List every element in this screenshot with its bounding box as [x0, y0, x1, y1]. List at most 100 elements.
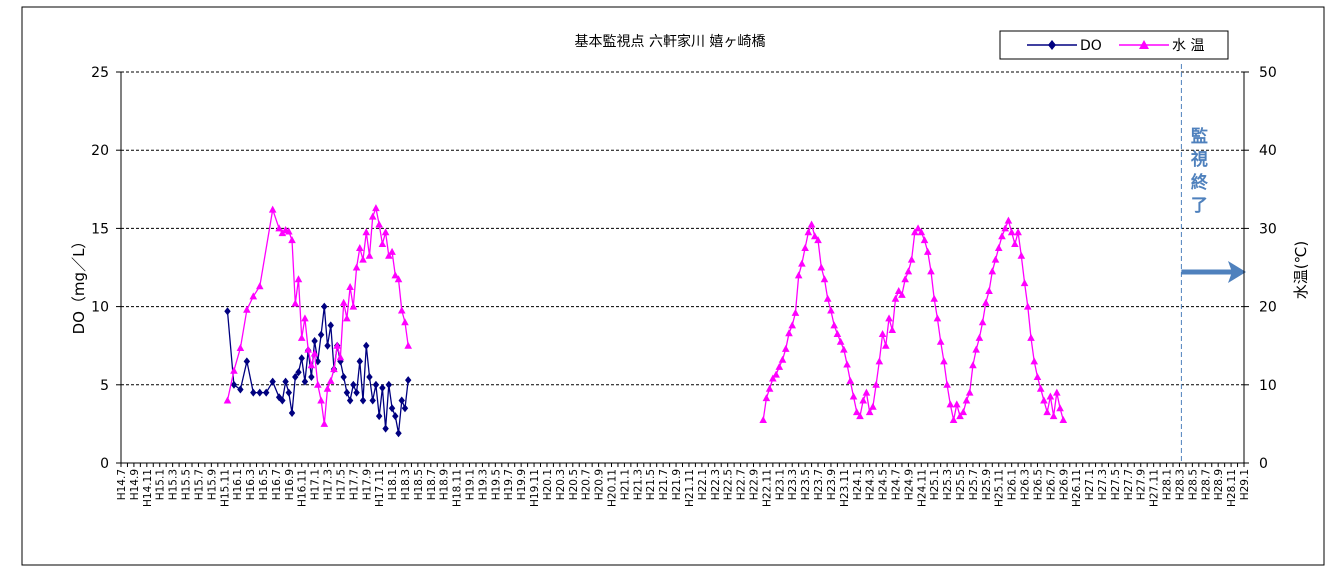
x-tick-label: H18.1 [387, 469, 399, 500]
x-tick-label: H20.5 [568, 469, 580, 500]
do-point [298, 354, 305, 363]
temp-point [904, 267, 913, 275]
temp-point [1046, 392, 1055, 400]
monitor-end-char: 視 [1190, 149, 1208, 170]
temp-point [798, 259, 806, 267]
temp-point [882, 341, 890, 349]
x-tick-label: H24.7 [890, 469, 902, 500]
y-tick-label: 20 [91, 143, 109, 159]
x-tick-label: H21.1 [619, 469, 631, 500]
temp-point [862, 388, 871, 396]
temp-point [355, 243, 364, 251]
y2-tick-label: 30 [1259, 221, 1277, 237]
temp-point [762, 394, 771, 402]
temp-point [243, 305, 251, 313]
temp-point [988, 267, 997, 275]
x-tick-label: H17.9 [361, 469, 373, 500]
x-tick-label: H28.11 [1226, 469, 1238, 507]
x-tick-label: H21.7 [658, 469, 670, 500]
x-tick-label: H17.7 [348, 469, 360, 500]
x-tick-label: H14.11 [142, 469, 154, 507]
x-tick-label: H19.3 [477, 469, 489, 500]
x-tick-label: H26.9 [1058, 469, 1070, 500]
do-point [282, 377, 289, 386]
do-point [353, 388, 360, 397]
y-tick-label: 15 [91, 221, 109, 237]
temp-point [869, 402, 877, 410]
temp-point [833, 329, 842, 337]
temp-point [875, 357, 884, 365]
temp-point [814, 236, 822, 244]
x-tick-label: H25.5 [955, 469, 967, 500]
chart-title: 基本監視点 六軒家川 嬉ヶ崎橋 [575, 33, 766, 50]
temp-point [840, 345, 848, 353]
temp-point [1033, 372, 1042, 380]
temp-point [878, 329, 887, 337]
x-tick-label: H27.7 [1123, 469, 1135, 500]
temp-point [849, 392, 858, 400]
temp-point [965, 388, 974, 396]
y2-tick-label: 40 [1259, 143, 1277, 159]
temp-point [310, 349, 319, 357]
temp-point [223, 396, 232, 404]
x-tick-label: H14.9 [129, 469, 141, 500]
temp-point [788, 321, 797, 329]
temp-point [830, 321, 838, 329]
x-tick-label: H15.5 [181, 469, 193, 500]
temp-point [781, 344, 790, 352]
temp-point [255, 282, 264, 290]
temp-point [394, 275, 403, 283]
temp-point [885, 314, 893, 322]
temp-point [804, 228, 813, 236]
temp-point [807, 220, 816, 228]
legend-do-marker [1048, 40, 1056, 50]
temp-point [846, 376, 855, 384]
do-point [372, 380, 380, 389]
temp-point [291, 299, 300, 307]
x-tick-label: H18.7 [426, 469, 438, 500]
x-tick-label: H25.11 [994, 469, 1006, 507]
temp-point [333, 341, 342, 349]
temp-point [378, 240, 387, 248]
temp-point [372, 204, 380, 212]
x-tick-label: H26.11 [1071, 469, 1083, 507]
x-tick-label: H20.9 [594, 469, 606, 500]
do-point [324, 341, 331, 350]
x-tick-label: H28.3 [1174, 469, 1186, 500]
x-tick-label: H23.9 [826, 469, 838, 500]
legend-temp-label: 水 温 [1172, 38, 1204, 54]
x-tick-label: H22.11 [761, 469, 773, 507]
temp-point [952, 400, 961, 408]
temp-point [794, 271, 803, 279]
x-tick-label: H23.3 [787, 469, 799, 500]
x-tick-label: H28.7 [1200, 469, 1212, 500]
x-tick-label: H17.5 [335, 469, 347, 500]
temp-point [994, 243, 1003, 251]
do-point [288, 408, 296, 417]
temp-point [368, 212, 377, 220]
x-tick-label: H21.5 [645, 469, 657, 500]
do-point [388, 404, 396, 413]
legend: DO 水 温 [999, 30, 1229, 60]
do-point [321, 302, 328, 311]
temp-point [320, 419, 329, 427]
do-point [243, 357, 251, 366]
temp-point [323, 384, 332, 392]
x-tick-label: H15.9 [206, 469, 218, 500]
temp-point [275, 224, 283, 232]
temp-point [940, 357, 948, 365]
x-tick-label: H16.1 [232, 469, 244, 500]
temp-point [956, 412, 964, 420]
temp-point [1023, 302, 1032, 310]
temp-point [381, 228, 390, 236]
x-tick-label: H25.1 [929, 469, 941, 500]
do-point [366, 372, 373, 381]
temp-point [1059, 415, 1068, 423]
do-point [395, 429, 402, 438]
temp-point [891, 294, 900, 302]
temp-point [1001, 224, 1010, 232]
series-layer [223, 204, 1068, 438]
